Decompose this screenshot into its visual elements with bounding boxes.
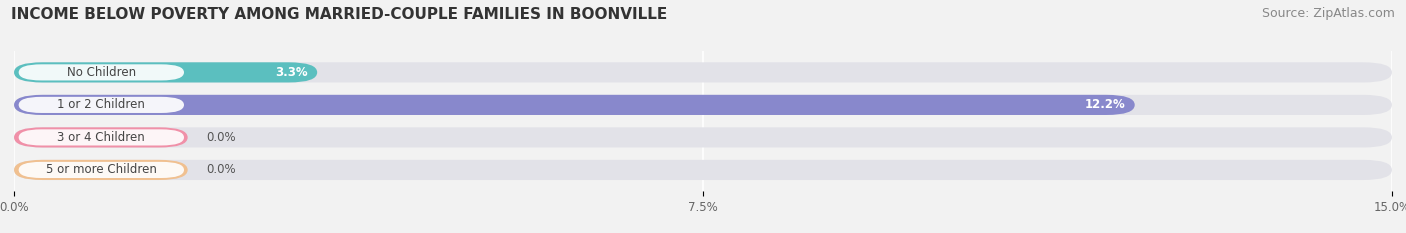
- FancyBboxPatch shape: [18, 162, 184, 178]
- FancyBboxPatch shape: [18, 97, 184, 113]
- Text: INCOME BELOW POVERTY AMONG MARRIED-COUPLE FAMILIES IN BOONVILLE: INCOME BELOW POVERTY AMONG MARRIED-COUPL…: [11, 7, 668, 22]
- FancyBboxPatch shape: [14, 160, 1392, 180]
- FancyBboxPatch shape: [14, 95, 1392, 115]
- FancyBboxPatch shape: [14, 127, 187, 147]
- FancyBboxPatch shape: [18, 64, 184, 80]
- Text: 1 or 2 Children: 1 or 2 Children: [58, 98, 145, 111]
- FancyBboxPatch shape: [14, 127, 1392, 147]
- FancyBboxPatch shape: [14, 160, 187, 180]
- Text: No Children: No Children: [66, 66, 136, 79]
- Text: 3 or 4 Children: 3 or 4 Children: [58, 131, 145, 144]
- Text: 0.0%: 0.0%: [207, 131, 236, 144]
- Text: 5 or more Children: 5 or more Children: [46, 163, 156, 176]
- Text: 3.3%: 3.3%: [276, 66, 308, 79]
- FancyBboxPatch shape: [14, 62, 1392, 82]
- Text: 12.2%: 12.2%: [1085, 98, 1126, 111]
- FancyBboxPatch shape: [18, 129, 184, 145]
- Text: Source: ZipAtlas.com: Source: ZipAtlas.com: [1261, 7, 1395, 20]
- FancyBboxPatch shape: [14, 95, 1135, 115]
- FancyBboxPatch shape: [14, 62, 318, 82]
- Text: 0.0%: 0.0%: [207, 163, 236, 176]
